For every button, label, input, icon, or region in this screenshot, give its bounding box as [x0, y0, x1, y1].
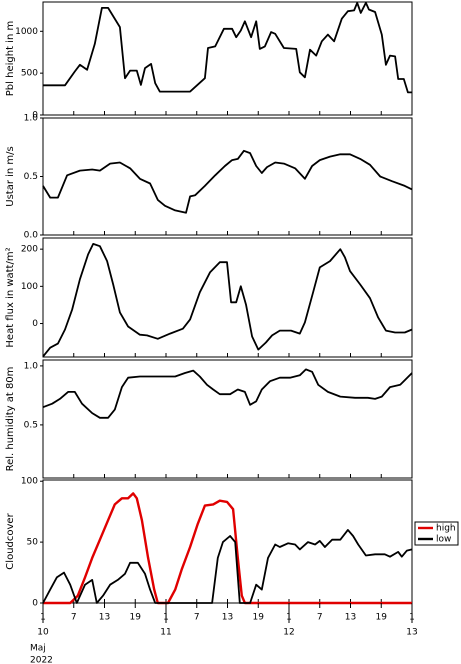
legend-label: high: [436, 524, 456, 534]
y-tick-label: 100: [21, 477, 38, 487]
data-line: [43, 492, 412, 605]
day-label: 13: [406, 628, 417, 638]
x-tick-label: 7: [71, 613, 77, 623]
panel-frame: [42, 359, 413, 479]
x-tick-label: 19: [253, 613, 265, 623]
y-tick-label: 500: [21, 69, 38, 79]
legend-label: low: [436, 535, 451, 545]
y-tick-label: 0: [32, 599, 38, 609]
data-line: [42, 529, 413, 604]
day-label: 12: [283, 628, 294, 638]
y-tick-label: 1.0: [24, 114, 39, 124]
x-tick-label: 13: [222, 613, 233, 623]
y-axis-title: Pbl height in m: [5, 21, 16, 96]
month-label: Maj: [30, 644, 46, 654]
y-tick-label: 50: [27, 538, 39, 548]
y-tick-label: 0.5: [24, 172, 38, 182]
year-label: 2022: [30, 656, 53, 664]
y-tick-label: 100: [21, 282, 38, 292]
y-axis-title: Cloudcover: [5, 512, 16, 569]
data-line: [42, 149, 413, 214]
y-tick-label: 0: [32, 319, 38, 329]
x-tick-label: 19: [376, 613, 388, 623]
panel-frame: [42, 117, 413, 236]
panel-frame: [42, 237, 413, 358]
y-tick-label: 0.0: [24, 231, 39, 241]
data-line: [42, 243, 413, 358]
x-tick-label: 7: [194, 613, 200, 623]
data-line: [42, 368, 413, 419]
x-tick-label: 13: [99, 613, 110, 623]
y-tick-label: 0: [32, 111, 38, 121]
x-tick-label: 13: [345, 613, 356, 623]
y-tick-label: 0.5: [24, 420, 38, 430]
data-line: [43, 1, 412, 94]
panel-frame: [42, 1, 413, 116]
x-tick-label: 19: [130, 613, 142, 623]
day-label: 10: [37, 628, 49, 638]
y-tick-label: 200: [21, 245, 38, 255]
y-tick-label: 1.0: [24, 361, 39, 371]
y-axis-title: Rel. humidity at 80m: [5, 367, 16, 472]
y-axis-title: Heat flux in watt/m²: [5, 247, 16, 347]
y-axis-title: Ustar in m/s: [5, 146, 16, 206]
x-tick-label: 7: [317, 613, 323, 623]
day-label: 11: [160, 628, 171, 638]
y-tick-label: 1000: [15, 27, 38, 37]
